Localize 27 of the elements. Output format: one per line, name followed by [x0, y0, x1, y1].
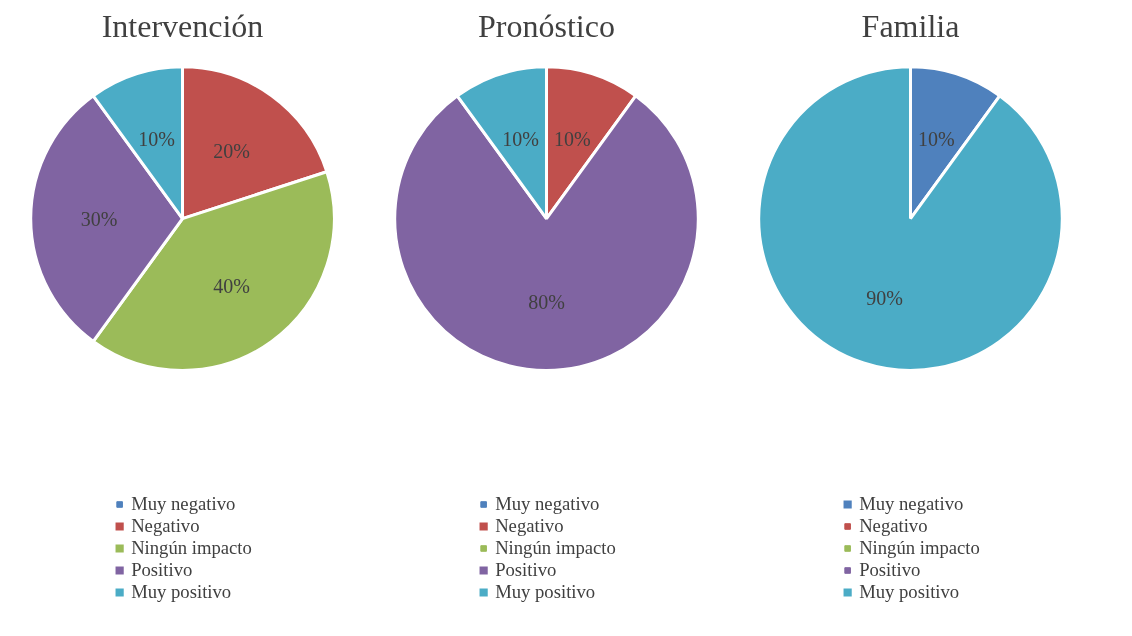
- data-label: 30%: [80, 207, 118, 230]
- legend-label: Negativo: [859, 515, 928, 537]
- data-label: 10%: [138, 128, 176, 151]
- data-label: 10%: [917, 128, 955, 151]
- legend-label: Muy negativo: [131, 493, 236, 515]
- data-label: 80%: [528, 291, 565, 314]
- legend-label: Muy positivo: [495, 581, 596, 603]
- legend-label: Positivo: [859, 559, 921, 581]
- legend-label: Muy negativo: [859, 493, 964, 515]
- legend-label: Negativo: [131, 515, 200, 537]
- chart-title: Pronóstico: [478, 7, 615, 44]
- legend-label: Negativo: [495, 515, 564, 537]
- chart-title: Familia: [861, 7, 960, 44]
- data-label: 90%: [866, 287, 904, 310]
- legend-label: Ningún impacto: [495, 537, 616, 559]
- legend-label: Ningún impacto: [859, 537, 980, 559]
- data-label: 20%: [213, 140, 250, 163]
- data-label: 10%: [553, 128, 591, 151]
- legend-label: Positivo: [131, 559, 193, 581]
- data-label: 10%: [502, 128, 540, 151]
- legend-label: Muy negativo: [495, 493, 600, 515]
- legend-label: Muy positivo: [131, 581, 232, 603]
- legend-label: Muy positivo: [859, 581, 960, 603]
- legend-label: Positivo: [495, 559, 557, 581]
- chart-title: Intervención: [101, 7, 264, 44]
- data-label: 40%: [213, 275, 250, 298]
- legend-label: Ningún impacto: [131, 537, 252, 559]
